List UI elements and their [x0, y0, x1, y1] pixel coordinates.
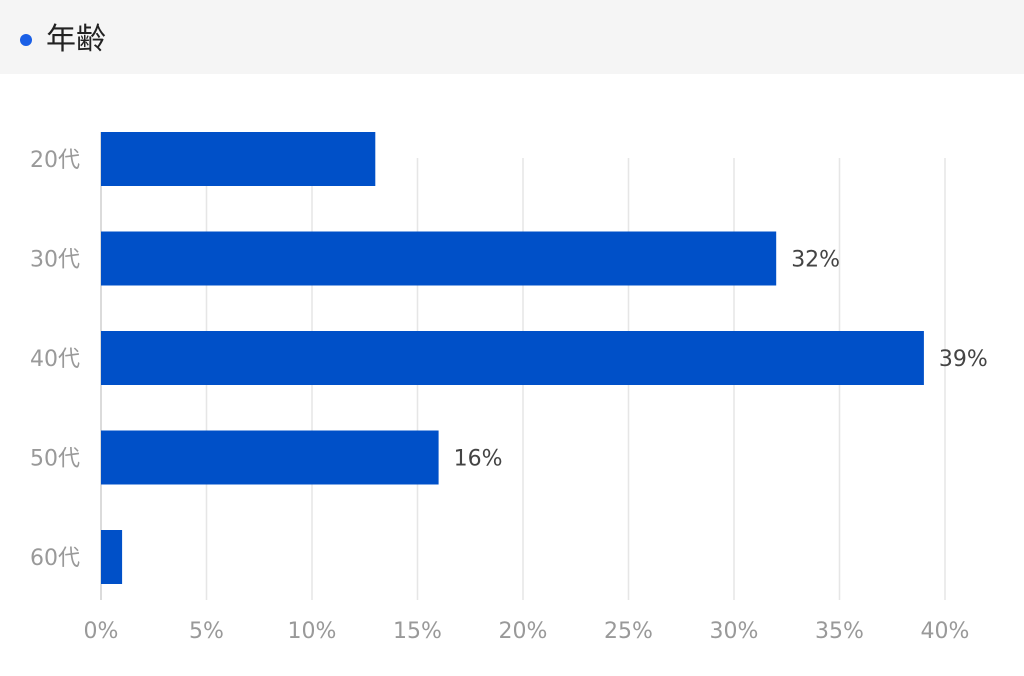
data-labels: 32% 39% 16%: [454, 248, 988, 472]
category-label: 60代: [30, 546, 80, 571]
x-tick-label: 15%: [393, 619, 442, 644]
x-tick-label: 5%: [189, 619, 224, 644]
bar: [101, 231, 777, 286]
data-label: 32%: [791, 248, 840, 273]
bullet-dot-icon: [20, 34, 32, 46]
category-label: 30代: [30, 248, 80, 273]
data-label: 16%: [454, 447, 503, 472]
x-tick-label: 0%: [84, 619, 119, 644]
category-labels: 20代 30代 40代 50代 60代: [30, 148, 80, 571]
x-tick-label: 25%: [604, 619, 653, 644]
bar: [101, 132, 376, 186]
bar: [101, 530, 123, 584]
x-tick-label: 35%: [815, 619, 864, 644]
x-tick-label: 40%: [921, 619, 970, 644]
bars: [101, 132, 924, 584]
x-tick-label: 20%: [499, 619, 548, 644]
bar: [101, 430, 439, 485]
chart-header: 年齢: [0, 0, 1024, 74]
data-label: 39%: [939, 347, 988, 372]
x-tick-label: 10%: [288, 619, 337, 644]
x-tick-labels: 0% 5% 10% 15% 20% 25% 30% 35% 40%: [84, 619, 970, 644]
x-tick-label: 30%: [710, 619, 759, 644]
category-label: 50代: [30, 447, 80, 472]
chart-title: 年齢: [46, 22, 106, 57]
category-label: 20代: [30, 148, 80, 173]
category-label: 40代: [30, 347, 80, 372]
bar: [101, 331, 924, 385]
